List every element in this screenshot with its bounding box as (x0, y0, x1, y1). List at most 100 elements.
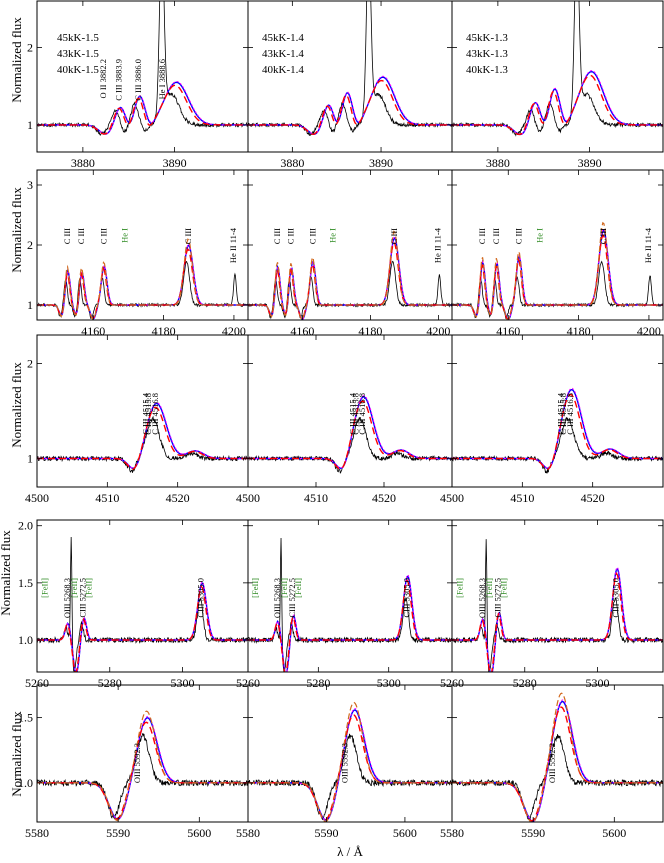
legend-entry: 40kK-1.5 (57, 64, 99, 76)
line-label: C III (62, 228, 72, 244)
line-label: C III (98, 228, 108, 244)
x-tick-label: 5260 (440, 676, 464, 690)
line-label: C III (76, 228, 86, 244)
line-label: C III (389, 228, 399, 244)
y-tick-label: 1.5 (18, 576, 33, 590)
panel-r3-c1: 4500 4510 4520 1 2 C III 4515.4C III 4515.8C … (25, 334, 249, 505)
series-m43 (37, 80, 248, 135)
spectra-lines (37, 401, 248, 473)
line-label: C III 4515.4 (555, 392, 565, 435)
line-label: CIII 5272.5 (77, 578, 87, 618)
x-tick-label: 3890 (578, 156, 602, 170)
line-label: He II 11-4 (643, 227, 653, 263)
x-tick-label: 5300 (586, 676, 610, 690)
x-tick-label: 4520 (372, 491, 396, 505)
series-m40 (452, 74, 663, 136)
series-m40 (37, 84, 248, 135)
line-label: C III (477, 228, 487, 244)
x-tick-label: 4510 (510, 491, 534, 505)
legend-entry: 43kK-1.3 (466, 48, 508, 60)
series-m40 (248, 79, 452, 135)
x-tick-label: 4520 (581, 491, 605, 505)
line-label: He II 11-4 (228, 227, 238, 263)
line-label: CIII 5305.0 (611, 578, 621, 618)
y-tick-label: 3 (27, 178, 33, 192)
series-m40 (452, 706, 663, 822)
spectra-lines (452, 539, 663, 672)
line-label: OIII 5268.3 (62, 578, 72, 618)
spectra-lines (37, 537, 248, 672)
series-m40 (248, 579, 452, 672)
series-m43 (452, 699, 663, 822)
panel-r3-c3: 4500 4510 4520 C III 4515.4C III 4515.8C II… (440, 334, 664, 505)
spectra-lines (37, 710, 248, 822)
series-m40b (452, 221, 663, 320)
line-label: C III (598, 228, 608, 244)
panel-r1-c2: 3880 3890 45kK-1.4 43kK-1.4 40kK-1.4 (247, 0, 453, 170)
line-label: C III (272, 228, 282, 244)
line-label: OIII 5592.3 (340, 743, 350, 783)
line-label: C III 4515.4 (348, 392, 358, 435)
legend-entry: 45kK-1.4 (262, 32, 304, 44)
series-obs (37, 733, 248, 820)
line-label: C III 4515.8 (558, 393, 568, 435)
legend-entry: 40kK-1.4 (262, 64, 304, 76)
x-tick-label: 4200 (222, 324, 246, 338)
series-m40 (248, 400, 452, 470)
spectra-lines (37, 1, 248, 136)
series-m40 (248, 714, 452, 821)
series-m45 (248, 236, 452, 320)
series-obs (452, 539, 663, 672)
series-m40b (37, 238, 248, 320)
line-label: [FeII] (279, 578, 289, 598)
series-m43 (452, 70, 663, 135)
spectra-lines (248, 395, 452, 474)
panel-r5-c2: 5580 5590 5600 OIII 5592.3 (236, 684, 453, 840)
series-m45 (248, 709, 452, 821)
line-label: C III 4516.8 (357, 393, 367, 435)
x-tick-label: 5580 (25, 826, 49, 840)
x-tick-label: 3890 (163, 156, 187, 170)
spectra-lines (452, 387, 663, 474)
panel-r4-c2: 5260 5280 5300[FeII] OIII 5268.3[FeII]CIII … (236, 519, 453, 690)
series-m40 (37, 721, 248, 820)
panel-r2-c3: 4160 4180 4200 C III C III C III He I C III He I… (451, 169, 664, 338)
line-label: C III 4516.8 (565, 393, 575, 435)
x-tick-label: 5580 (236, 826, 260, 840)
legend-entry: 40kK-1.3 (466, 64, 508, 76)
series-m40 (452, 393, 663, 470)
x-tick-label: 4510 (304, 491, 328, 505)
x-tick-label: 5600 (393, 826, 417, 840)
x-tick-label: 4500 (25, 491, 49, 505)
line-label: [FeII] (250, 578, 260, 598)
line-label: He I (535, 228, 545, 243)
series-obs (248, 417, 452, 474)
line-label: C III (286, 228, 296, 244)
line-label: [FeII] (484, 578, 494, 598)
series-m40 (37, 585, 248, 672)
x-tick-label: 5280 (513, 676, 537, 690)
x-tick-label: 5600 (187, 826, 211, 840)
legend-entry: 45kK-1.5 (57, 32, 99, 44)
spectra-lines (452, 221, 663, 320)
line-label: CIII 5305.0 (401, 578, 411, 618)
series-m45 (37, 717, 248, 820)
x-tick-label: 4180 (358, 324, 382, 338)
spectra-lines (37, 238, 248, 320)
spectra-lines (248, 1, 452, 137)
line-label: OIII 5592.3 (547, 743, 557, 783)
x-tick-label: 5580 (440, 826, 464, 840)
x-tick-label: 4180 (567, 324, 591, 338)
y-tick-label: 1 (27, 118, 33, 132)
series-m43 (248, 235, 452, 320)
x-tick-label: 4160 (290, 324, 314, 338)
y-tick-label: 1 (27, 452, 33, 466)
x-tick-label: 5590 (521, 826, 545, 840)
series-m40 (452, 572, 663, 672)
x-tick-label: 3880 (280, 156, 304, 170)
series-obs (248, 1, 452, 137)
x-tick-label: 5300 (377, 676, 401, 690)
line-label: C III (307, 228, 317, 244)
series-m40 (37, 406, 248, 470)
